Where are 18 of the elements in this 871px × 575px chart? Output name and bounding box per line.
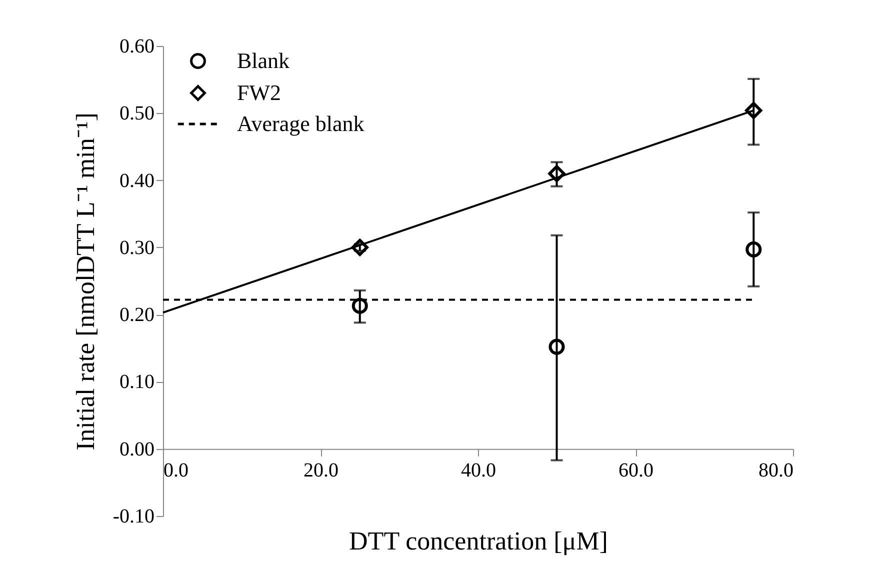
legend-label: Average blank (237, 111, 364, 136)
y-tick-label: 0.40 (120, 170, 154, 192)
y-tick-label: 0.50 (120, 102, 154, 125)
x-axis-title: DTT concentration [μM] (349, 526, 608, 556)
y-tick-label: 0.10 (120, 371, 154, 394)
y-tick-label: -0.10 (112, 506, 154, 528)
x-tick-label: 20.0 (304, 459, 338, 482)
y-tick-label: 0.20 (120, 304, 154, 326)
y-axis-title: Initial rate [nmolDTT L⁻¹ min⁻¹] (70, 112, 100, 450)
y-tick-label: 0.30 (120, 236, 154, 259)
x-tick-label: 80.0 (758, 459, 794, 482)
y-tick-label: 0.00 (120, 438, 154, 460)
x-tick-label: 40.0 (461, 459, 496, 482)
x-tick-label: 0.0 (164, 459, 188, 482)
x-tick-label: 60.0 (618, 459, 654, 482)
legend-label: FW2 (237, 80, 281, 105)
y-tick-label: 0.60 (120, 36, 154, 58)
legend-label: Blank (237, 48, 290, 73)
